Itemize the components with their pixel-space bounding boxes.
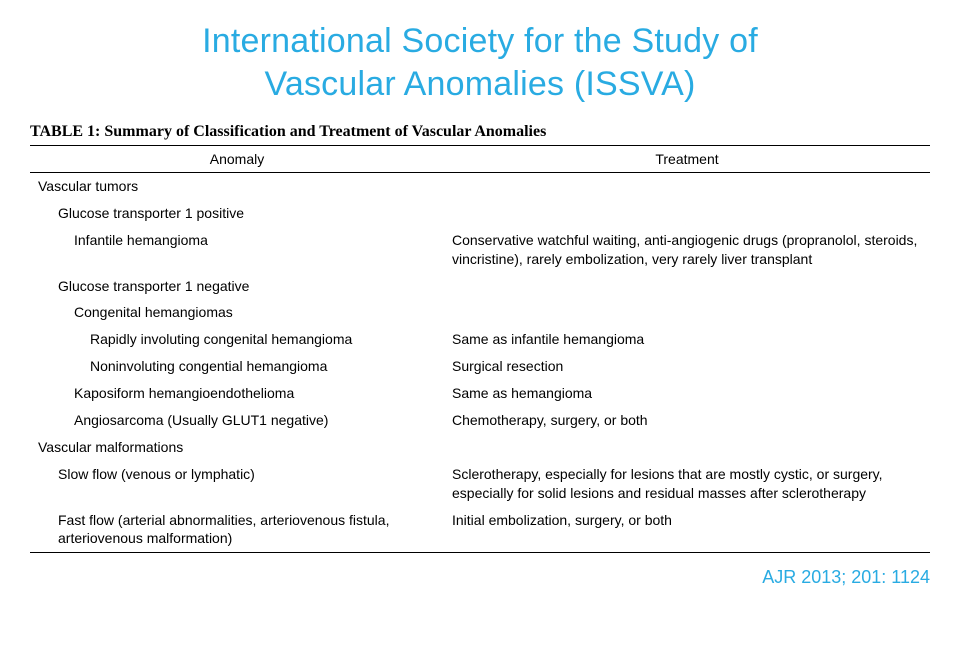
anomaly-text: Rapidly involuting congenital hemangioma <box>38 330 436 349</box>
anomaly-cell: Vascular malformations <box>30 434 444 461</box>
classification-table: Anomaly Treatment Vascular tumors Glucose… <box>30 145 930 553</box>
table-row: Vascular tumors <box>30 173 930 200</box>
anomaly-cell: Rapidly involuting congenital hemangioma <box>30 326 444 353</box>
anomaly-text: Vascular malformations <box>38 438 436 457</box>
table-row: Congenital hemangiomas <box>30 299 930 326</box>
table-row: Kaposiform hemangioendothelioma Same as h… <box>30 380 930 407</box>
anomaly-cell: Congenital hemangiomas <box>30 299 444 326</box>
treatment-cell: Same as hemangioma <box>444 380 930 407</box>
anomaly-cell: Noninvoluting congential hemangioma <box>30 353 444 380</box>
treatment-cell: Same as infantile hemangioma <box>444 326 930 353</box>
anomaly-text: Glucose transporter 1 negative <box>38 277 436 296</box>
table-header-row: Anomaly Treatment <box>30 146 930 173</box>
anomaly-text: Congenital hemangiomas <box>38 303 436 322</box>
anomaly-cell: Vascular tumors <box>30 173 444 200</box>
anomaly-cell: Infantile hemangioma <box>30 227 444 273</box>
table-row: Angiosarcoma (Usually GLUT1 negative) Che… <box>30 407 930 434</box>
header-anomaly: Anomaly <box>30 146 444 173</box>
treatment-cell <box>444 299 930 326</box>
anomaly-text: Angiosarcoma (Usually GLUT1 negative) <box>38 411 436 430</box>
treatment-cell: Chemotherapy, surgery, or both <box>444 407 930 434</box>
anomaly-text: Kaposiform hemangioendothelioma <box>38 384 436 403</box>
treatment-cell <box>444 434 930 461</box>
anomaly-cell: Angiosarcoma (Usually GLUT1 negative) <box>30 407 444 434</box>
treatment-cell <box>444 273 930 300</box>
treatment-cell: Sclerotherapy, especially for lesions th… <box>444 461 930 507</box>
anomaly-text: Glucose transporter 1 positive <box>38 204 436 223</box>
anomaly-cell: Slow flow (venous or lymphatic) <box>30 461 444 507</box>
anomaly-text: Infantile hemangioma <box>38 231 436 250</box>
table-row: Vascular malformations <box>30 434 930 461</box>
table-row: Glucose transporter 1 negative <box>30 273 930 300</box>
treatment-cell: Initial embolization, surgery, or both <box>444 507 930 553</box>
anomaly-cell: Glucose transporter 1 positive <box>30 200 444 227</box>
anomaly-text: Slow flow (venous or lymphatic) <box>38 465 436 484</box>
header-treatment: Treatment <box>444 146 930 173</box>
table-row: Rapidly involuting congenital hemangioma… <box>30 326 930 353</box>
table-row: Glucose transporter 1 positive <box>30 200 930 227</box>
treatment-cell <box>444 173 930 200</box>
treatment-cell: Surgical resection <box>444 353 930 380</box>
page-title: International Society for the Study of V… <box>30 20 930 105</box>
table-row: Infantile hemangioma Conservative watchfu… <box>30 227 930 273</box>
anomaly-cell: Fast flow (arterial abnormalities, arter… <box>30 507 444 553</box>
table-caption: TABLE 1: Summary of Classification and T… <box>30 123 930 141</box>
table-row: Fast flow (arterial abnormalities, arter… <box>30 507 930 553</box>
anomaly-text: Noninvoluting congential hemangioma <box>38 357 436 376</box>
title-line2: Vascular Anomalies (ISSVA) <box>265 65 696 103</box>
anomaly-cell: Kaposiform hemangioendothelioma <box>30 380 444 407</box>
table-row: Noninvoluting congential hemangioma Surgi… <box>30 353 930 380</box>
citation: AJR 2013; 201: 1124 <box>30 567 930 588</box>
title-line1: International Society for the Study of <box>202 22 758 60</box>
anomaly-cell: Glucose transporter 1 negative <box>30 273 444 300</box>
table-row: Slow flow (venous or lymphatic) Sclerothe… <box>30 461 930 507</box>
anomaly-text: Fast flow (arterial abnormalities, arter… <box>38 511 436 549</box>
treatment-cell <box>444 200 930 227</box>
anomaly-text: Vascular tumors <box>38 177 436 196</box>
treatment-cell: Conservative watchful waiting, anti-angi… <box>444 227 930 273</box>
